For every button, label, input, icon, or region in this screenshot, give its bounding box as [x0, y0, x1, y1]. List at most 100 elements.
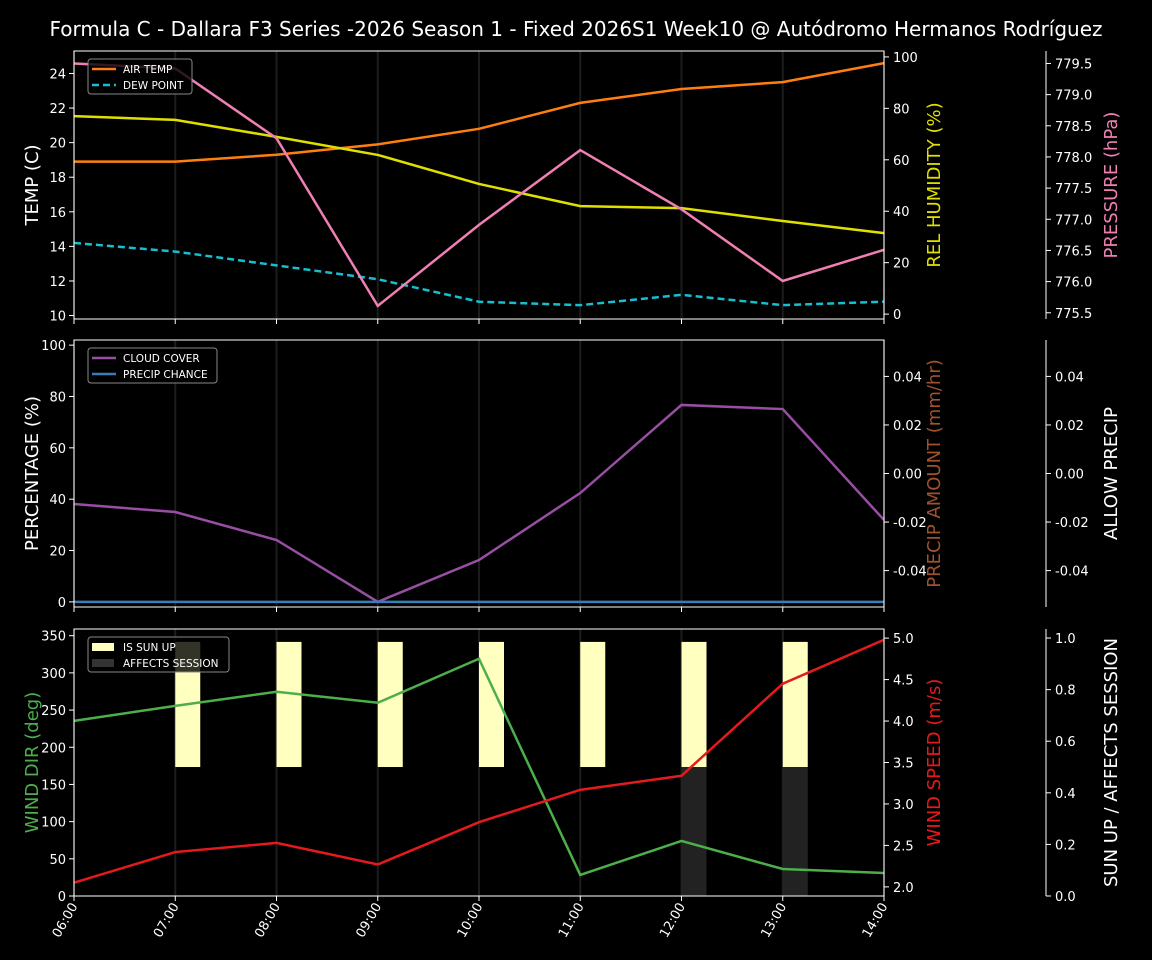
legend: AIR TEMP DEW POINT [87, 58, 193, 95]
legend-box [87, 636, 230, 673]
x-tick-label: 14:00 [860, 901, 892, 941]
x-tick-label: 11:00 [556, 901, 588, 941]
affects-session-bar [782, 767, 808, 896]
y-tick-label: 0.00 [893, 468, 922, 483]
y-tick-label: 775.5 [1055, 307, 1092, 322]
legend-label: CLOUD COVER [123, 353, 200, 365]
y-tick-label: 3.0 [893, 798, 914, 813]
y-tick-label: 778.0 [1055, 151, 1092, 166]
y-tick-label: -0.04 [893, 565, 927, 580]
y-tick-label: 20 [49, 545, 66, 560]
legend-swatch [92, 659, 114, 667]
y-tick-label: 776.0 [1055, 276, 1092, 291]
axis-label-right: REL HUMIDITY (%) [924, 102, 945, 267]
y-tick-label: 2.0 [893, 881, 914, 896]
y-tick-label: -0.04 [1055, 565, 1089, 580]
y-tick-label: 777.5 [1055, 182, 1092, 197]
y-tick-label: 779.5 [1055, 57, 1092, 72]
legend-label: DEW POINT [123, 80, 184, 92]
y-tick-label: 16 [49, 206, 66, 221]
y-tick-label: 0.04 [1055, 370, 1084, 385]
y-tick-label: 12 [49, 275, 66, 290]
y-tick-label: -0.02 [1055, 516, 1089, 531]
panel-3: 0 50 100 150 200 250 300 350 WIND DIR (deg) 2.0 2.… [22, 628, 1122, 941]
y-tick-label: 150 [41, 778, 66, 793]
x-tick-label: 08:00 [252, 901, 284, 941]
axis-label-left: WIND DIR (deg) [22, 692, 43, 834]
y-tick-label: 4.5 [893, 674, 914, 689]
y-tick-label: 777.0 [1055, 213, 1092, 228]
axis-label-right2: ALLOW PRECIP [1101, 407, 1122, 540]
legend-label: AIR TEMP [123, 64, 172, 76]
legend-label: IS SUN UP [123, 642, 176, 654]
y-tick-label: 4.0 [893, 715, 914, 730]
x-tick-label: 10:00 [455, 901, 487, 941]
axis-label-right2: PRESSURE (hPa) [1101, 112, 1122, 259]
legend-label: AFFECTS SESSION [123, 658, 219, 670]
legend-swatch [92, 643, 114, 651]
y-tick-label: -0.02 [893, 516, 927, 531]
axis-label-right: PRECIP AMOUNT (mm/hr) [924, 359, 945, 588]
sun-up-bar [681, 641, 707, 768]
y-tick-label: 10 [49, 310, 66, 325]
legend: CLOUD COVER PRECIP CHANCE [87, 347, 218, 384]
y-tick-label: 3.5 [893, 757, 914, 772]
sun-up-bar [276, 641, 302, 768]
y-tick-label: 100 [41, 339, 66, 354]
y-tick-label: 778.5 [1055, 120, 1092, 135]
y-tick-label: 0.8 [1055, 684, 1076, 699]
x-tick-label: 06:00 [50, 901, 82, 941]
y-tick-label: 80 [893, 102, 910, 117]
y-tick-label: 300 [41, 667, 66, 682]
y-tick-label: 14 [49, 240, 66, 255]
sun-up-bar [782, 641, 808, 768]
y-tick-label: 50 [49, 853, 66, 868]
y-tick-label: 776.5 [1055, 244, 1092, 259]
sun-up-bar [377, 641, 403, 768]
y-tick-label: 0 [893, 308, 901, 323]
x-tick-label: 09:00 [353, 901, 385, 941]
y-tick-label: 0.6 [1055, 735, 1076, 750]
y-tick-label: 5.0 [893, 632, 914, 647]
y-tick-label: 20 [893, 257, 910, 272]
y-tick-label: 60 [49, 442, 66, 457]
y-tick-label: 100 [893, 51, 918, 66]
x-tick-label: 07:00 [151, 901, 183, 941]
sun-up-bar [580, 641, 606, 768]
y-tick-label: 0.02 [1055, 419, 1084, 434]
y-tick-label: 1.0 [1055, 632, 1076, 647]
legend-box [87, 347, 218, 384]
x-tick-label: 13:00 [758, 901, 790, 941]
y-tick-label: 2.5 [893, 839, 914, 854]
y-tick-label: 0.0 [1055, 890, 1076, 905]
y-tick-label: 22 [49, 102, 66, 117]
y-tick-label: 100 [41, 816, 66, 831]
y-tick-label: 0.02 [893, 419, 922, 434]
y-tick-label: 200 [41, 741, 66, 756]
y-tick-label: 0.2 [1055, 838, 1076, 853]
x-tick-label: 12:00 [657, 901, 689, 941]
legend: IS SUN UP AFFECTS SESSION [87, 636, 230, 673]
y-tick-label: 0.04 [893, 370, 922, 385]
axis-label-left: TEMP (C) [22, 144, 43, 226]
y-tick-label: 40 [893, 205, 910, 220]
panel-2: 0 20 40 60 80 100 PERCENTAGE (%) -0.04 -0.02 0.00… [22, 339, 1122, 612]
panel-1: 10 12 14 16 18 20 22 24 TEMP (C) 0 20 40 60 80 100 REL … [22, 50, 1122, 325]
y-tick-label: 0.4 [1055, 787, 1076, 802]
y-tick-label: 40 [49, 493, 66, 508]
y-tick-label: 250 [41, 704, 66, 719]
axis-label-right2: SUN UP / AFFECTS SESSION [1101, 638, 1122, 887]
y-tick-label: 80 [49, 390, 66, 405]
y-tick-label: 350 [41, 630, 66, 645]
y-tick-label: 60 [893, 154, 910, 169]
chart-title: Formula C - Dallara F3 Series -2026 Seas… [49, 17, 1103, 41]
y-tick-label: 0.00 [1055, 468, 1084, 483]
axis-label-right: WIND SPEED (m/s) [924, 679, 945, 847]
affects-session-bar [681, 767, 707, 896]
y-tick-label: 20 [49, 137, 66, 152]
axis-label-left: PERCENTAGE (%) [22, 396, 43, 551]
y-tick-label: 24 [49, 67, 66, 82]
legend-label: PRECIP CHANCE [123, 369, 208, 381]
y-tick-label: 0 [58, 890, 66, 905]
